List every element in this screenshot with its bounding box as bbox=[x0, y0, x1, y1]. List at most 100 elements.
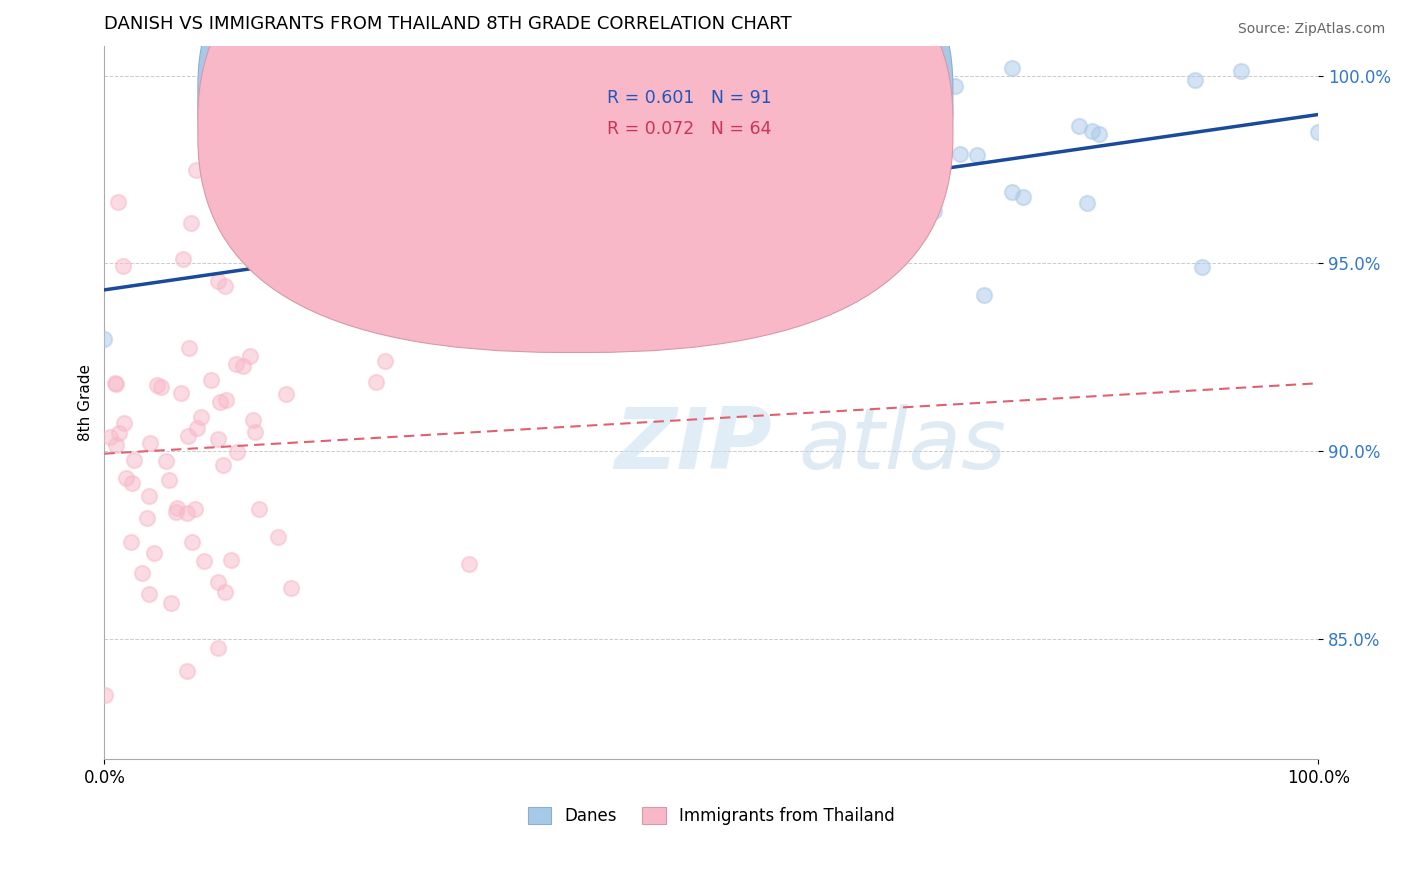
Point bbox=[207, 641, 229, 656]
Point bbox=[793, 178, 815, 192]
Point bbox=[212, 458, 235, 472]
Point bbox=[725, 177, 748, 191]
Point bbox=[734, 139, 756, 153]
Point bbox=[908, 219, 931, 233]
Point bbox=[280, 581, 302, 595]
Point bbox=[221, 553, 243, 567]
Point bbox=[880, 120, 903, 134]
Point bbox=[170, 385, 193, 400]
Point bbox=[157, 473, 180, 487]
Point bbox=[176, 429, 198, 443]
Point bbox=[193, 554, 215, 568]
Point bbox=[146, 377, 169, 392]
Point bbox=[557, 159, 579, 173]
Legend: Danes, Immigrants from Thailand: Danes, Immigrants from Thailand bbox=[529, 806, 894, 825]
Point bbox=[707, 219, 730, 234]
Point bbox=[1191, 260, 1213, 274]
Point bbox=[135, 511, 157, 525]
Y-axis label: 8th Grade: 8th Grade bbox=[79, 364, 93, 441]
Point bbox=[723, 293, 745, 308]
Point bbox=[1088, 127, 1111, 141]
Point bbox=[239, 349, 262, 363]
Point bbox=[818, 164, 841, 178]
Point bbox=[832, 94, 855, 108]
Point bbox=[581, 225, 603, 239]
Point bbox=[711, 129, 734, 144]
Point bbox=[498, 260, 520, 275]
Point bbox=[613, 235, 636, 250]
Point bbox=[120, 535, 142, 549]
Point bbox=[644, 227, 666, 242]
Point bbox=[723, 241, 745, 255]
Point bbox=[638, 202, 661, 216]
Point bbox=[285, 227, 308, 241]
Point bbox=[366, 376, 388, 390]
Point bbox=[247, 502, 270, 516]
Point bbox=[207, 574, 229, 589]
Point bbox=[1080, 124, 1102, 138]
Point bbox=[664, 231, 686, 245]
Text: R = 0.072   N = 64: R = 0.072 N = 64 bbox=[607, 120, 772, 137]
Point bbox=[138, 489, 160, 503]
Point bbox=[214, 585, 236, 599]
Point bbox=[522, 251, 544, 265]
FancyBboxPatch shape bbox=[198, 0, 953, 352]
Point bbox=[596, 151, 619, 165]
Point bbox=[457, 557, 479, 571]
Point bbox=[1184, 73, 1206, 87]
Point bbox=[208, 395, 231, 409]
Point bbox=[755, 202, 778, 216]
Point bbox=[776, 134, 799, 148]
Point bbox=[380, 256, 402, 270]
Point bbox=[463, 239, 485, 253]
Point bbox=[105, 377, 128, 392]
Point bbox=[655, 142, 678, 156]
Point bbox=[835, 233, 858, 247]
Point bbox=[165, 505, 187, 519]
Point bbox=[709, 253, 731, 268]
Point bbox=[835, 240, 858, 254]
Point bbox=[495, 194, 517, 209]
Point bbox=[695, 265, 717, 279]
Point bbox=[617, 153, 640, 168]
Point bbox=[524, 210, 547, 224]
Point bbox=[966, 147, 988, 161]
Point bbox=[186, 421, 208, 435]
Point bbox=[207, 432, 229, 446]
Point bbox=[243, 425, 266, 440]
Point bbox=[1069, 120, 1091, 134]
Point bbox=[846, 123, 869, 137]
Point bbox=[917, 192, 939, 206]
Point bbox=[184, 162, 207, 177]
Point bbox=[114, 471, 136, 485]
Point bbox=[104, 438, 127, 452]
Point bbox=[138, 587, 160, 601]
Point bbox=[596, 268, 619, 282]
Point bbox=[107, 194, 129, 209]
Point bbox=[112, 417, 135, 431]
Point bbox=[104, 376, 127, 391]
Point bbox=[149, 380, 172, 394]
Point bbox=[810, 182, 832, 196]
Point bbox=[207, 274, 229, 288]
Point bbox=[139, 436, 162, 450]
Point bbox=[214, 279, 236, 293]
Point bbox=[364, 196, 387, 211]
Point bbox=[143, 546, 166, 560]
Point bbox=[159, 596, 181, 610]
Point bbox=[591, 217, 613, 231]
Point bbox=[949, 147, 972, 161]
Point bbox=[1012, 190, 1035, 204]
Point bbox=[652, 207, 675, 221]
Point bbox=[699, 147, 721, 161]
Point bbox=[108, 425, 131, 440]
Text: DANISH VS IMMIGRANTS FROM THAILAND 8TH GRADE CORRELATION CHART: DANISH VS IMMIGRANTS FROM THAILAND 8TH G… bbox=[104, 15, 792, 33]
Point bbox=[716, 217, 738, 231]
Point bbox=[714, 234, 737, 248]
Point bbox=[824, 169, 846, 183]
Point bbox=[647, 187, 669, 202]
Point bbox=[180, 216, 202, 230]
Point bbox=[180, 535, 202, 549]
Point bbox=[699, 150, 721, 164]
Point bbox=[973, 288, 995, 302]
